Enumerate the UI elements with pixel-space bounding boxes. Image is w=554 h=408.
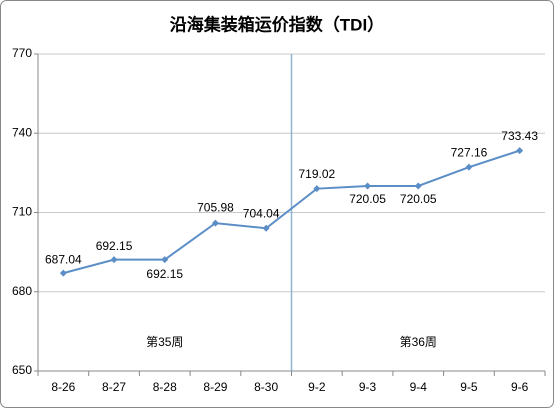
x-tick-label: 9-3 [359, 380, 377, 394]
point [262, 224, 270, 232]
point [313, 185, 321, 193]
y-tick-label: 680 [12, 284, 32, 298]
data-label: 719.02 [298, 167, 335, 181]
point [161, 256, 169, 264]
data-label: 720.05 [349, 192, 386, 206]
point [364, 182, 372, 190]
y-tick-label: 650 [12, 363, 32, 377]
x-tick-label: 8-27 [102, 380, 126, 394]
y-tick-label: 770 [12, 46, 32, 60]
data-label: 692.15 [96, 239, 133, 253]
data-label: 705.98 [197, 200, 234, 214]
chart-title: 沿海集装箱运价指数（TDI） [170, 14, 384, 34]
data-label: 733.43 [501, 129, 538, 143]
x-tick-label: 8-29 [203, 380, 227, 394]
series-line [63, 149, 520, 275]
x-tick-label: 9-5 [460, 380, 478, 394]
x-tick-label: 9-4 [410, 380, 428, 394]
x-tick-label: 8-26 [51, 380, 75, 394]
week-label: 第35周 [146, 335, 183, 349]
data-label: 692.15 [146, 267, 183, 281]
data-label: 720.05 [400, 192, 437, 206]
point [516, 147, 524, 155]
data-label: 687.04 [45, 252, 82, 266]
x-tick-label: 9-6 [511, 380, 529, 394]
x-tick-label: 9-2 [308, 380, 326, 394]
x-tick-label: 8-28 [153, 380, 177, 394]
point [211, 219, 219, 227]
week-label: 第36周 [400, 335, 437, 349]
point [465, 163, 473, 171]
point [110, 256, 118, 264]
point [414, 182, 422, 190]
data-label: 727.16 [451, 145, 488, 159]
data-label: 704.04 [243, 206, 280, 220]
x-tick-label: 8-30 [254, 380, 278, 394]
y-tick-label: 740 [12, 125, 32, 139]
point [59, 269, 67, 277]
y-tick-label: 710 [12, 205, 32, 219]
